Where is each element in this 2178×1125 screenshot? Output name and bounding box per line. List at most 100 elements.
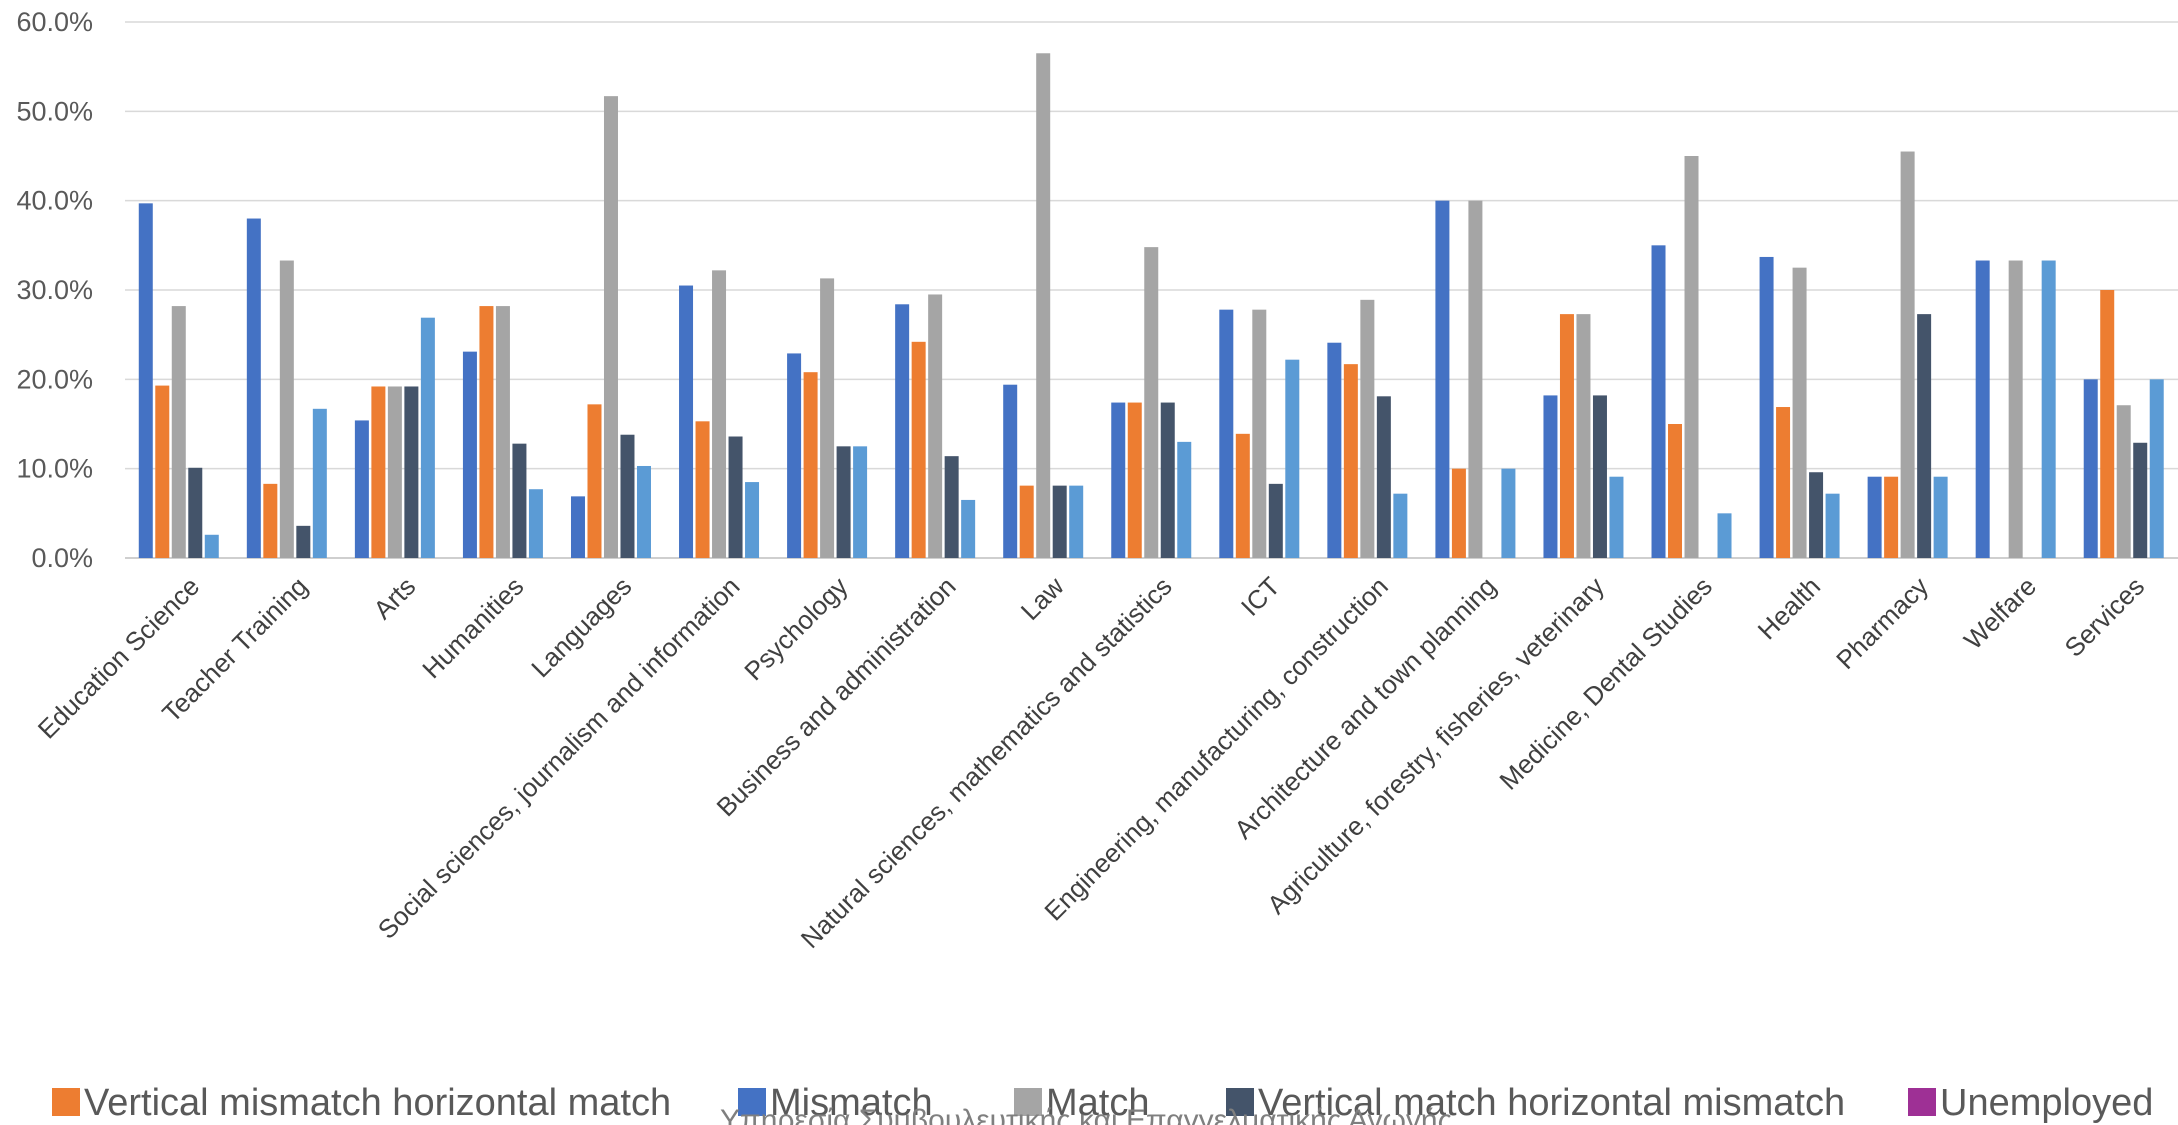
x-tick-label: Languages — [525, 571, 637, 683]
bar-vertical-mismatch-horizontal-match — [1776, 407, 1791, 558]
bar-unemployed — [636, 465, 651, 558]
bar-vertical-mismatch-horizontal-match — [1559, 314, 1574, 558]
bar-unemployed — [1609, 476, 1624, 558]
bar-match — [1252, 309, 1267, 558]
bar-unemployed — [1501, 468, 1516, 558]
x-tick-label: Humanities — [416, 571, 529, 684]
bar-mismatch — [1543, 395, 1558, 558]
y-tick-label: 0.0% — [31, 543, 93, 573]
bar-mismatch — [1435, 200, 1450, 558]
bar-unemployed — [853, 446, 868, 558]
bar-vertical-mismatch-horizontal-match — [695, 421, 710, 558]
bar-match — [712, 270, 727, 558]
bar-unemployed — [1717, 513, 1732, 558]
footer-text: Υπηρεσία Συμβουλευτικής και Επαγγελματικ… — [720, 1106, 1453, 1125]
legend-label: Vertical mismatch horizontal match — [84, 1082, 671, 1124]
bar-vertical-match-horizontal-mismatch — [1160, 402, 1175, 558]
bar-vertical-match-horizontal-mismatch — [188, 467, 203, 558]
bar-vertical-match-horizontal-mismatch — [620, 434, 635, 558]
x-tick-label: Natural sciences, mathematics and statis… — [795, 571, 1178, 954]
bar-unemployed — [204, 534, 219, 558]
bar-mismatch — [1111, 402, 1126, 558]
bar-vertical-match-horizontal-mismatch — [944, 456, 959, 558]
x-tick-label: Law — [1015, 571, 1070, 626]
bar-mismatch — [354, 420, 369, 558]
bar-match — [1900, 151, 1915, 559]
bar-vertical-match-horizontal-mismatch — [2133, 442, 2148, 558]
bar-vertical-match-horizontal-mismatch — [1809, 472, 1824, 558]
bar-unemployed — [312, 408, 327, 558]
bar-mismatch — [462, 351, 477, 558]
y-tick-label: 60.0% — [16, 7, 93, 37]
bar-mismatch — [1975, 260, 1990, 558]
bar-vertical-mismatch-horizontal-match — [263, 483, 278, 558]
bar-vertical-mismatch-horizontal-match — [1884, 476, 1899, 558]
bar-vertical-mismatch-horizontal-match — [2100, 290, 2115, 558]
y-tick-label: 20.0% — [16, 364, 93, 394]
legend-label: Mismatch — [770, 1082, 933, 1124]
x-tick-label: Pharmacy — [1830, 571, 1934, 675]
y-axis-tick-labels: 0.0% 10.0% 20.0% 30.0% 40.0% 50.0% 60.0% — [16, 7, 93, 573]
bar-vertical-match-horizontal-mismatch — [1917, 314, 1932, 558]
legend-swatch — [1908, 1088, 1936, 1116]
bar-match — [171, 306, 186, 558]
bar-vertical-mismatch-horizontal-match — [371, 386, 386, 558]
bar-match — [387, 386, 402, 558]
x-tick-label: Services — [2059, 571, 2151, 663]
bar-match — [928, 294, 943, 558]
page-footer: Υπηρεσία Συμβουλευτικής και Επαγγελματικ… — [720, 1106, 1520, 1125]
bar-match — [603, 96, 618, 558]
bar-unemployed — [2149, 379, 2164, 558]
x-tick-label: Health — [1752, 571, 1826, 645]
bar-vertical-mismatch-horizontal-match — [155, 385, 170, 558]
legend-swatch — [1226, 1088, 1254, 1116]
x-tick-label: ICT — [1235, 571, 1286, 622]
bar-unemployed — [420, 317, 435, 558]
bar-mismatch — [1651, 245, 1666, 559]
bar-vertical-mismatch-horizontal-match — [1451, 468, 1466, 558]
legend-label: Vertical match horizontal mismatch — [1258, 1082, 1845, 1124]
legend-swatch — [738, 1088, 766, 1116]
bar-unemployed — [1177, 441, 1192, 558]
y-tick-label: 30.0% — [16, 275, 93, 305]
bar-mismatch — [2083, 379, 2098, 558]
bar-mismatch — [895, 304, 910, 558]
y-tick-label: 50.0% — [16, 96, 93, 126]
bar-match — [495, 306, 510, 558]
bar-match — [1468, 200, 1483, 558]
bar-vertical-mismatch-horizontal-match — [1668, 424, 1683, 558]
bar-vertical-match-horizontal-mismatch — [728, 436, 743, 558]
legend-label: Match — [1046, 1082, 1149, 1124]
bar-vertical-mismatch-horizontal-match — [803, 372, 818, 558]
legend-swatch — [1014, 1088, 1042, 1116]
bar-match — [1576, 314, 1591, 558]
bar-vertical-mismatch-horizontal-match — [1235, 433, 1250, 558]
bar-match — [1684, 156, 1699, 558]
bar-mismatch — [787, 353, 802, 558]
bar-unemployed — [2041, 260, 2056, 558]
bar-mismatch — [1003, 384, 1018, 558]
bars — [138, 53, 2164, 559]
bar-mismatch — [246, 218, 261, 559]
bar-unemployed — [528, 489, 543, 558]
bar-match — [279, 260, 294, 558]
bar-mismatch — [138, 203, 153, 558]
bar-unemployed — [1825, 493, 1840, 558]
legend-swatch — [52, 1088, 80, 1116]
bar-mismatch — [1327, 342, 1342, 558]
bar-vertical-match-horizontal-mismatch — [404, 386, 419, 558]
bar-match — [1144, 247, 1159, 558]
bar-vertical-match-horizontal-mismatch — [1268, 483, 1283, 558]
bar-match — [1792, 267, 1807, 558]
legend-label: Unemployed — [1940, 1082, 2153, 1124]
bar-unemployed — [1393, 493, 1408, 558]
x-tick-label: Psychology — [738, 571, 853, 686]
bar-mismatch — [1219, 309, 1234, 558]
x-tick-label: Arts — [367, 571, 421, 625]
bar-unemployed — [1285, 359, 1300, 558]
bar-mismatch — [1759, 256, 1774, 558]
bar-vertical-match-horizontal-mismatch — [512, 443, 527, 558]
bar-match — [820, 278, 835, 558]
